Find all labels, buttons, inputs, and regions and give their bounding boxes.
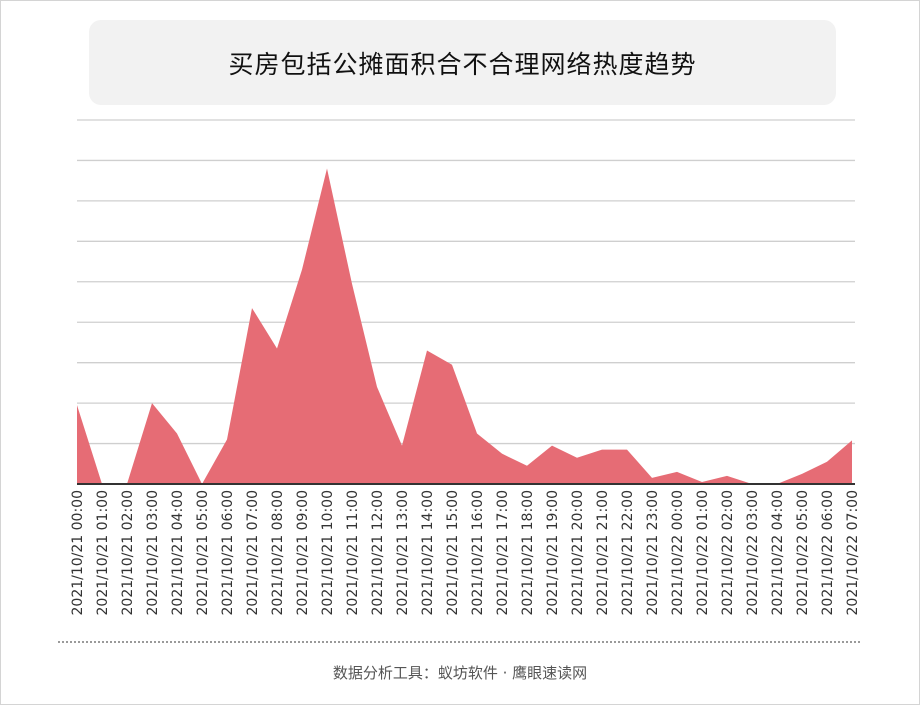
x-tick-label: 2021/10/22 06:00 bbox=[820, 490, 836, 616]
chart-title-box: 买房包括公摊面积合不合理网络热度趋势 bbox=[89, 20, 836, 105]
x-tick-label: 2021/10/21 08:00 bbox=[270, 490, 286, 616]
x-tick-label: 2021/10/21 23:00 bbox=[645, 490, 661, 616]
x-tick-label: 2021/10/21 10:00 bbox=[320, 490, 336, 616]
x-tick-label: 2021/10/21 07:00 bbox=[245, 490, 261, 616]
x-tick-label: 2021/10/21 20:00 bbox=[570, 490, 586, 616]
x-tick-label: 2021/10/21 03:00 bbox=[145, 490, 161, 616]
x-tick-label: 2021/10/22 07:00 bbox=[845, 490, 861, 616]
x-tick-label: 2021/10/21 15:00 bbox=[445, 490, 461, 616]
x-tick-label: 2021/10/21 12:00 bbox=[370, 490, 386, 616]
x-tick-label: 2021/10/22 04:00 bbox=[770, 490, 786, 616]
x-tick-label: 2021/10/21 17:00 bbox=[495, 490, 511, 616]
x-tick-label: 2021/10/21 01:00 bbox=[95, 490, 111, 616]
x-tick-label: 2021/10/21 19:00 bbox=[545, 490, 561, 616]
grid-lines bbox=[77, 119, 855, 445]
x-tick-label: 2021/10/21 04:00 bbox=[170, 490, 186, 616]
x-tick-label: 2021/10/22 05:00 bbox=[795, 490, 811, 616]
x-tick-label: 2021/10/21 13:00 bbox=[395, 490, 411, 616]
x-tick-label: 2021/10/21 06:00 bbox=[220, 490, 236, 616]
x-tick-label: 2021/10/21 11:00 bbox=[345, 490, 361, 616]
x-tick-label: 2021/10/21 09:00 bbox=[295, 490, 311, 616]
x-tick-label: 2021/10/21 18:00 bbox=[520, 490, 536, 616]
footer-divider bbox=[58, 641, 860, 643]
x-tick-label: 2021/10/21 00:00 bbox=[70, 490, 86, 616]
x-tick-label: 2021/10/21 14:00 bbox=[420, 490, 436, 616]
x-tick-label: 2021/10/22 01:00 bbox=[695, 490, 711, 616]
x-axis-tick-labels: 2021/10/21 00:00 2021/10/21 01:00 2021/10/… bbox=[70, 490, 861, 616]
x-tick-label: 2021/10/22 00:00 bbox=[670, 490, 686, 616]
x-tick-label: 2021/10/22 03:00 bbox=[745, 490, 761, 616]
x-tick-label: 2021/10/22 02:00 bbox=[720, 490, 736, 616]
footer-source: 数据分析工具：蚁坊软件 · 鹰眼速读网 bbox=[332, 664, 588, 682]
x-tick-label: 2021/10/21 21:00 bbox=[595, 490, 611, 616]
area-series bbox=[77, 168, 852, 484]
chart-title: 买房包括公摊面积合不合理网络热度趋势 bbox=[228, 49, 697, 79]
x-tick-label: 2021/10/21 16:00 bbox=[470, 490, 486, 616]
x-tick-label: 2021/10/21 02:00 bbox=[120, 490, 136, 616]
x-tick-label: 2021/10/21 05:00 bbox=[195, 490, 211, 616]
x-tick-label: 2021/10/21 22:00 bbox=[620, 490, 636, 616]
